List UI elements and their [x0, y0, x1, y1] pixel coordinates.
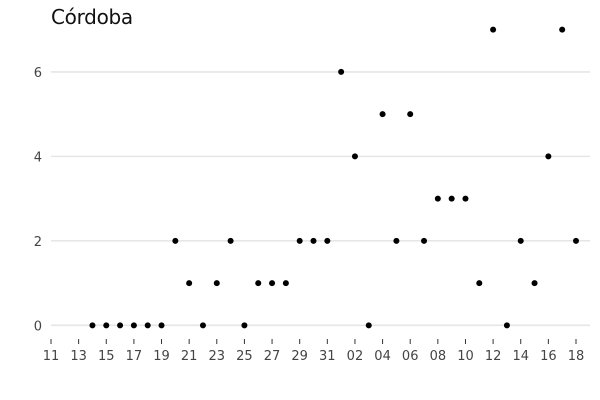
x-tick-label: 31: [319, 349, 336, 364]
x-tick-label: 13: [70, 349, 87, 364]
data-point: [517, 237, 524, 244]
data-point: [103, 322, 110, 329]
data-point: [559, 26, 566, 33]
x-tick-label: 27: [264, 349, 281, 364]
data-point: [241, 322, 248, 329]
data-point: [379, 111, 386, 118]
data-point: [462, 195, 469, 202]
x-tick-label: 04: [374, 349, 391, 364]
data-point: [545, 153, 552, 160]
data-point: [89, 322, 96, 329]
data-point: [407, 111, 414, 118]
x-tick-label: 16: [540, 349, 557, 364]
x-tick-label: 11: [43, 349, 60, 364]
x-tick-label: 29: [291, 349, 308, 364]
x-tick-label: 08: [430, 349, 447, 364]
y-tick-label: 4: [34, 150, 42, 165]
x-axis-ticks: 11 13 15 17 19 21 23 25 27 29 31 02 04 06 08 10 12 14 16 18: [43, 339, 585, 364]
data-point: [269, 280, 276, 287]
data-point: [310, 237, 317, 244]
x-tick-label: 17: [126, 349, 143, 364]
data-point: [324, 237, 331, 244]
x-tick-label: 02: [347, 349, 364, 364]
data-point: [186, 280, 193, 287]
data-point: [421, 237, 428, 244]
chart-title: Córdoba: [51, 5, 133, 29]
gridlines: [51, 71, 590, 327]
x-tick-label: 10: [457, 349, 474, 364]
x-tick-label: 12: [485, 349, 502, 364]
y-tick-label: 2: [34, 235, 42, 250]
x-tick-label: 23: [209, 349, 226, 364]
data-point: [365, 322, 372, 329]
data-point: [255, 280, 262, 287]
x-tick-label: 25: [236, 349, 253, 364]
x-tick-label: 18: [568, 349, 585, 364]
x-tick-label: 15: [98, 349, 115, 364]
data-point: [296, 237, 303, 244]
x-tick-label: 14: [512, 349, 529, 364]
y-tick-label: 6: [34, 66, 42, 81]
data-point: [490, 26, 497, 33]
y-tick-label: 0: [34, 319, 42, 334]
data-point: [282, 280, 289, 287]
data-point: [503, 322, 510, 329]
data-point: [476, 280, 483, 287]
x-tick-label: 21: [181, 349, 198, 364]
data-point: [158, 322, 165, 329]
data-point: [434, 195, 441, 202]
data-point: [199, 322, 206, 329]
data-point: [144, 322, 151, 329]
data-point: [393, 237, 400, 244]
data-points: [89, 26, 579, 329]
x-tick-label: 06: [402, 349, 419, 364]
data-point: [448, 195, 455, 202]
data-point: [227, 237, 234, 244]
data-point: [172, 237, 179, 244]
data-point: [573, 237, 579, 244]
data-point: [531, 280, 538, 287]
data-point: [213, 280, 220, 287]
x-tick-label: 19: [153, 349, 170, 364]
data-point: [130, 322, 137, 329]
y-axis-tick-labels: 0 2 4 6: [34, 66, 42, 334]
data-point: [351, 153, 358, 160]
data-point: [338, 68, 345, 75]
data-point: [117, 322, 124, 329]
